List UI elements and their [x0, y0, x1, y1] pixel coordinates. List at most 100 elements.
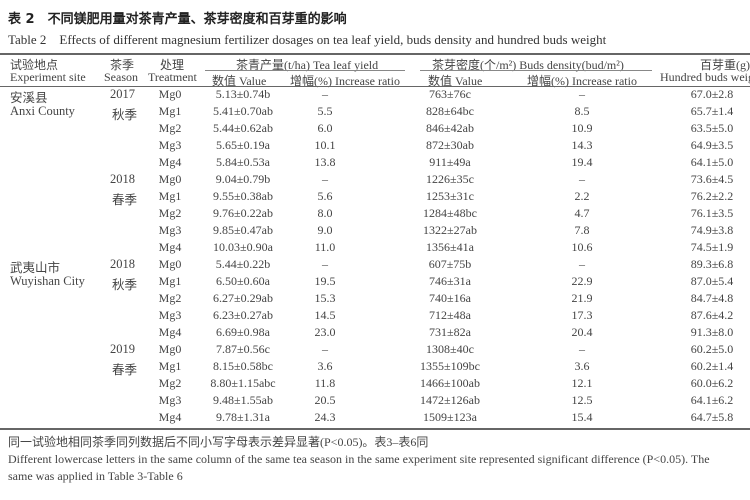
- season-name: 秋季: [112, 108, 138, 122]
- cell-hundred-weight: 73.6±4.5: [690, 172, 734, 186]
- cell-hundred-weight: 67.0±2.8: [690, 87, 734, 101]
- cell-treatment: Mg2: [158, 376, 182, 390]
- season-name: 秋季: [112, 278, 138, 292]
- cell-density-increase: 20.4: [571, 325, 593, 339]
- header-treatment-en: Treatment: [148, 70, 197, 84]
- season-name: 春季: [112, 363, 138, 377]
- site-wuyishan-en: Wuyishan City: [10, 274, 85, 288]
- cell-yield-value: 10.03±0.90a: [213, 240, 273, 254]
- cell-treatment: Mg3: [158, 138, 182, 152]
- header-yield-group: 茶青产量(t/ha) Tea leaf yield: [236, 58, 379, 72]
- cell-hundred-weight: 74.5±1.9: [690, 240, 734, 254]
- cell-yield-increase: –: [322, 342, 328, 356]
- top-rule: [0, 53, 750, 55]
- header-hundred-en: Hundred buds weight: [660, 70, 750, 84]
- season-year: 2018: [110, 172, 135, 186]
- footnote-en-1: Different lowercase letters in the same …: [8, 452, 710, 466]
- cell-density-value: 1509±123a: [423, 410, 477, 424]
- header-hundred-cn: 百芽重(g): [700, 58, 750, 72]
- cell-yield-value: 5.44±0.62ab: [213, 121, 273, 135]
- cell-yield-value: 5.41±0.70ab: [213, 104, 273, 118]
- cell-hundred-weight: 64.1±6.2: [690, 393, 734, 407]
- cell-hundred-weight: 74.9±3.8: [690, 223, 734, 237]
- cell-hundred-weight: 60.2±5.0: [690, 342, 734, 356]
- cell-density-increase: 17.3: [571, 308, 593, 322]
- cell-treatment: Mg4: [158, 410, 182, 424]
- cell-yield-increase: 6.0: [317, 121, 333, 135]
- cell-density-increase: 12.1: [571, 376, 593, 390]
- cell-density-increase: 10.6: [571, 240, 593, 254]
- cell-yield-value: 9.85±0.47ab: [213, 223, 273, 237]
- cell-density-increase: 4.7: [574, 206, 590, 220]
- header-yield-value: 数值 Value: [212, 74, 267, 88]
- site-anxi-en: Anxi County: [10, 104, 75, 118]
- cell-yield-value: 6.23±0.27ab: [213, 308, 273, 322]
- cell-yield-increase: 20.5: [314, 393, 336, 407]
- cell-hundred-weight: 89.3±6.8: [690, 257, 734, 271]
- footnote-en-2: same was applied in Table 3-Table 6: [8, 469, 183, 483]
- cell-treatment: Mg0: [158, 257, 182, 271]
- cell-yield-value: 5.65±0.19a: [216, 138, 270, 152]
- cell-treatment: Mg3: [158, 308, 182, 322]
- cell-treatment: Mg2: [158, 206, 182, 220]
- yield-group-rule: [205, 70, 405, 71]
- cell-yield-increase: 5.6: [317, 189, 333, 203]
- cell-yield-increase: 9.0: [317, 223, 333, 237]
- cell-yield-increase: 11.8: [314, 376, 336, 390]
- cell-density-value: 1322±27ab: [423, 223, 477, 237]
- cell-hundred-weight: 87.6±4.2: [690, 308, 734, 322]
- cell-density-increase: 10.9: [571, 121, 593, 135]
- cell-density-increase: –: [579, 172, 585, 186]
- cell-treatment: Mg3: [158, 393, 182, 407]
- cell-treatment: Mg4: [158, 325, 182, 339]
- cell-treatment: Mg3: [158, 223, 182, 237]
- table-title-en: Table 2 Effects of different magnesium f…: [8, 32, 607, 47]
- header-treatment-cn: 处理: [160, 58, 185, 72]
- cell-yield-increase: 14.5: [314, 308, 336, 322]
- cell-density-increase: 8.5: [574, 104, 590, 118]
- cell-density-value: 911±49a: [429, 155, 471, 169]
- cell-density-value: 1284±48bc: [423, 206, 477, 220]
- cell-density-increase: 19.4: [571, 155, 593, 169]
- cell-density-value: 1253±31c: [426, 189, 474, 203]
- cell-yield-value: 5.44±0.22b: [215, 257, 271, 271]
- cell-density-increase: 21.9: [571, 291, 593, 305]
- cell-density-increase: 3.6: [574, 359, 590, 373]
- cell-density-value: 740±16a: [429, 291, 471, 305]
- cell-density-increase: 2.2: [574, 189, 590, 203]
- cell-treatment: Mg2: [158, 291, 182, 305]
- cell-yield-increase: –: [322, 172, 328, 186]
- cell-yield-increase: –: [322, 257, 328, 271]
- cell-yield-value: 6.50±0.60a: [216, 274, 270, 288]
- cell-density-increase: –: [579, 87, 585, 101]
- header-density-value: 数值 Value: [428, 74, 483, 88]
- header-rule: [0, 86, 750, 87]
- season-name: 春季: [112, 193, 138, 207]
- header-yield-increase: 增幅(%) Increase ratio: [290, 74, 400, 88]
- cell-density-value: 1356±41a: [426, 240, 474, 254]
- cell-hundred-weight: 76.1±3.5: [690, 206, 734, 220]
- cell-density-value: 872±30ab: [426, 138, 474, 152]
- cell-density-increase: 22.9: [571, 274, 593, 288]
- site-wuyishan-cn: 武夷山市: [10, 261, 61, 275]
- header-season-cn: 茶季: [110, 58, 135, 72]
- cell-yield-value: 9.48±1.55ab: [213, 393, 273, 407]
- cell-yield-increase: 24.3: [314, 410, 336, 424]
- density-group-rule: [420, 70, 652, 71]
- cell-yield-value: 8.15±0.58bc: [213, 359, 273, 373]
- cell-density-value: 828±64bc: [426, 104, 474, 118]
- cell-yield-increase: 10.1: [314, 138, 336, 152]
- cell-density-value: 1472±126ab: [420, 393, 480, 407]
- footnote-cn: 同一试验地相同茶季同列数据后不同小写字母表示差异显著(P<0.05)。表3–表6…: [8, 435, 429, 449]
- cell-hundred-weight: 84.7±4.8: [690, 291, 734, 305]
- header-season-en: Season: [104, 70, 138, 84]
- cell-density-value: 763±76c: [429, 87, 471, 101]
- cell-density-increase: –: [579, 257, 585, 271]
- cell-density-value: 731±82a: [429, 325, 471, 339]
- header-density-increase: 增幅(%) Increase ratio: [527, 74, 637, 88]
- cell-hundred-weight: 87.0±5.4: [690, 274, 734, 288]
- cell-treatment: Mg0: [158, 87, 182, 101]
- cell-hundred-weight: 64.1±5.0: [690, 155, 734, 169]
- header-site-cn: 试验地点: [10, 58, 59, 72]
- cell-density-value: 1308±40c: [426, 342, 474, 356]
